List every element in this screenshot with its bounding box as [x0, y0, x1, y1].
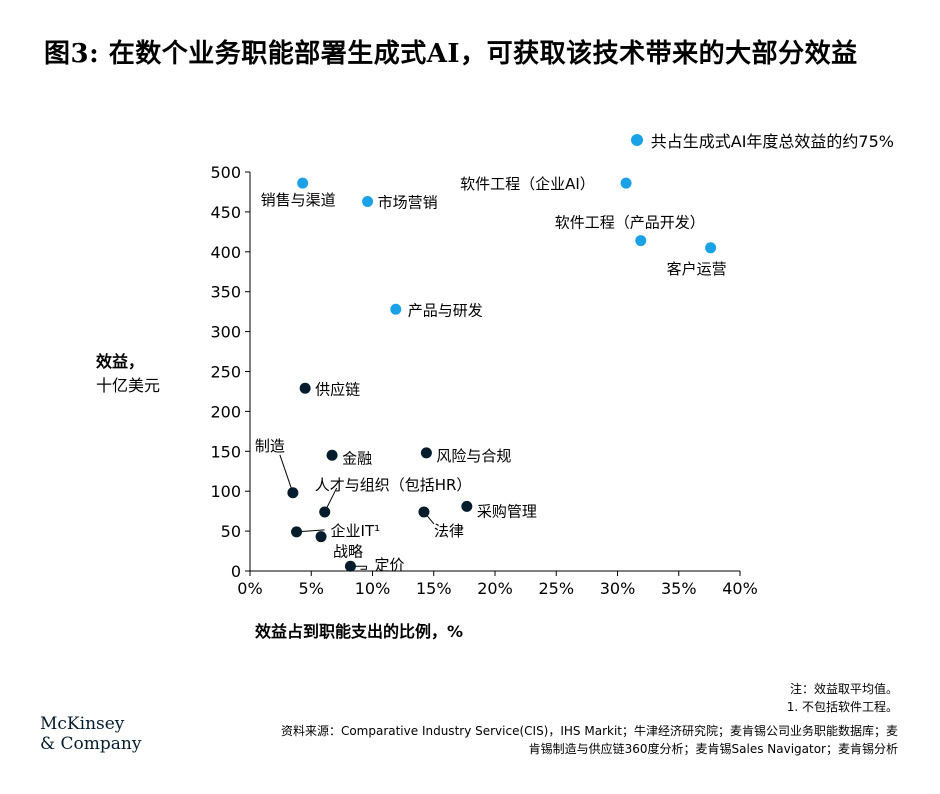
y-tick-label: 400 [210, 243, 241, 262]
data-point [705, 242, 717, 254]
data-point [297, 177, 309, 189]
data-label: 产品与研发 [408, 301, 483, 319]
y-tick-label: 350 [210, 283, 241, 302]
data-label: 风险与合规 [436, 447, 511, 465]
data-point [291, 526, 303, 538]
data-point [319, 506, 331, 518]
data-point [420, 447, 432, 459]
data-label: 定价 [374, 556, 404, 574]
x-tick-label: 30% [600, 579, 636, 598]
data-point [461, 500, 473, 512]
mckinsey-logo: McKinsey & Company [40, 714, 141, 754]
data-label: 市场营销 [378, 194, 438, 212]
data-label: 供应链 [315, 380, 360, 398]
data-label: 软件工程（产品开发） [555, 214, 705, 232]
y-axis-label: 效益， 十亿美元 [96, 350, 160, 398]
leader-line [355, 565, 367, 570]
x-tick-label: 0% [237, 579, 262, 598]
y-tick-label: 150 [210, 442, 241, 461]
data-label: 金融 [342, 449, 372, 467]
logo-line2: & Company [40, 734, 142, 754]
notes: 注：效益取平均值。 1. 不包括软件工程。 [787, 680, 898, 716]
x-tick-label: 15% [416, 579, 452, 598]
note-line: 1. 不包括软件工程。 [786, 700, 898, 714]
y-axis-label-line2: 十亿美元 [96, 376, 161, 395]
data-label: 销售与渠道 [261, 191, 336, 209]
data-point [299, 382, 311, 394]
note-line: 注：效益取平均值。 [789, 682, 898, 696]
data-label: 制造 [255, 437, 285, 455]
x-tick-label: 20% [477, 579, 513, 598]
data-point [326, 449, 338, 461]
data-label: 人才与组织（包括HR） [315, 476, 472, 494]
data-point [635, 235, 647, 247]
y-axis-label-line1: 效益， [96, 352, 145, 371]
x-tick-label: 5% [299, 579, 324, 598]
x-tick-label: 35% [661, 579, 697, 598]
y-tick-label: 0 [231, 562, 241, 581]
x-tick-label: 25% [538, 579, 574, 598]
legend-label: 共占生成式AI年度总效益的约75% [650, 132, 894, 151]
y-tick-label: 50 [221, 522, 241, 541]
data-label: 法律 [434, 522, 464, 540]
y-tick-label: 200 [210, 402, 241, 421]
data-label: 客户运营 [667, 260, 727, 278]
data-point [390, 303, 402, 315]
y-tick-label: 500 [210, 163, 241, 182]
data-label: 战略 [333, 543, 363, 561]
x-axis-label: 效益占到职能支出的比例，% [255, 622, 464, 641]
legend-dot-icon [630, 134, 643, 146]
data-label: 企业IT¹ [331, 522, 381, 540]
data-point [620, 177, 632, 189]
data-point [344, 560, 356, 572]
x-tick-label: 40% [722, 579, 758, 598]
logo-line1: McKinsey [40, 714, 125, 734]
y-tick-label: 450 [210, 203, 241, 222]
y-tick-label: 300 [210, 323, 241, 342]
data-point [362, 196, 374, 208]
source-text: 资料来源：Comparative Industry Service(CIS)，I… [280, 724, 898, 756]
chart-title: 图3: 在数个业务职能部署生成式AI，可获取该技术带来的大部分效益 [44, 39, 858, 69]
y-tick-label: 100 [210, 482, 241, 501]
legend: 共占生成式AI年度总效益的约75% [630, 128, 894, 152]
data-label: 采购管理 [477, 502, 537, 520]
data-point [287, 487, 299, 499]
data-label: 软件工程（企业AI） [460, 175, 595, 193]
leader-line [279, 454, 294, 493]
y-tick-label: 250 [210, 363, 241, 382]
data-point [418, 506, 430, 518]
x-tick-label: 10% [355, 579, 391, 598]
data-point [315, 531, 327, 543]
